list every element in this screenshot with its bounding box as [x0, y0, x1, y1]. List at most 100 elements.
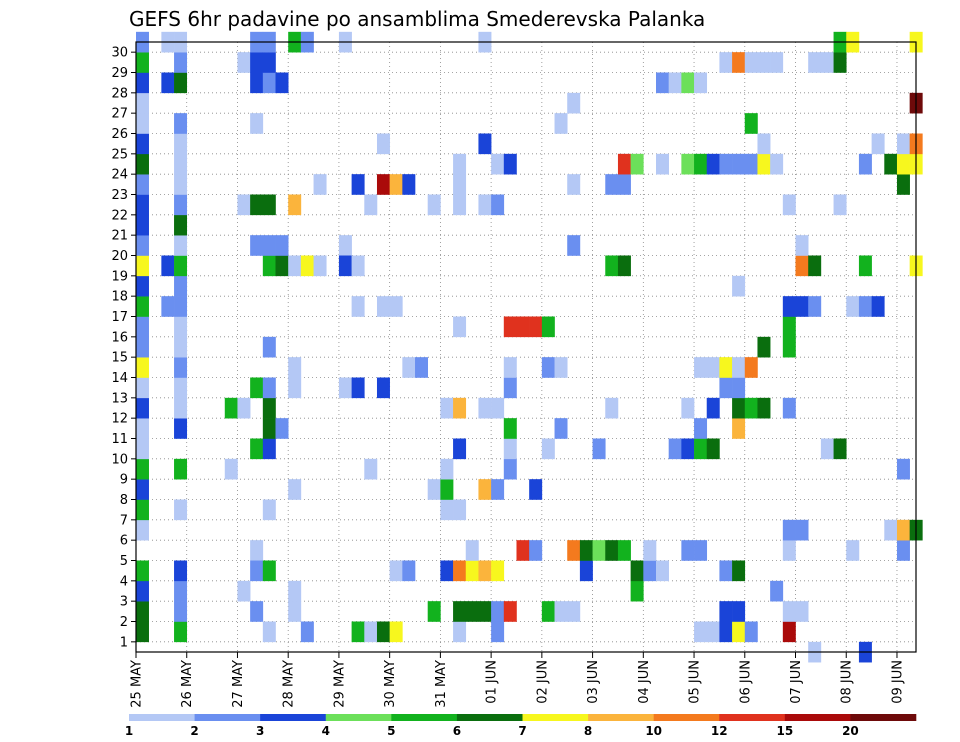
- legend-swatch: [850, 714, 917, 721]
- y-tick-label: 14: [111, 371, 128, 386]
- y-tick-label: 18: [111, 290, 128, 305]
- heatmap-cell: [313, 255, 327, 277]
- heatmap-cell: [795, 519, 809, 541]
- heatmap-cell: [174, 458, 188, 480]
- heatmap-cell: [782, 316, 796, 338]
- heatmap-cell: [491, 560, 505, 582]
- heatmap-cell: [174, 133, 188, 155]
- heatmap-cell: [681, 438, 695, 460]
- heatmap-cell: [656, 72, 669, 94]
- heatmap-cell: [605, 174, 619, 195]
- chart-title: GEFS 6hr padavine po ansamblima Smederev…: [129, 7, 705, 31]
- heatmap-cell: [453, 153, 467, 175]
- y-tick-label: 1: [120, 635, 128, 650]
- heatmap-cell: [453, 499, 467, 521]
- y-tick-label: 11: [111, 432, 128, 447]
- legend-label: 5: [387, 724, 395, 738]
- heatmap-cell: [643, 540, 657, 561]
- heatmap-cell: [136, 377, 149, 399]
- heatmap-cell: [719, 621, 733, 643]
- heatmap-cell: [338, 377, 352, 399]
- y-tick-label: 13: [111, 391, 128, 406]
- heatmap-cell: [465, 601, 479, 622]
- heatmap-cell: [364, 621, 378, 643]
- heatmap-cell: [174, 235, 188, 256]
- heatmap-cell: [453, 601, 467, 622]
- heatmap-cell: [136, 72, 149, 94]
- heatmap-cell: [351, 255, 365, 277]
- heatmap-cell: [567, 235, 581, 256]
- heatmap-cell: [136, 275, 149, 297]
- heatmap-cell: [174, 601, 188, 622]
- heatmap-cell: [719, 357, 733, 378]
- heatmap-cell: [174, 174, 188, 195]
- x-tick-label: 28 MAY: [282, 660, 297, 708]
- heatmap-cell: [161, 255, 175, 277]
- heatmap-cell: [136, 255, 149, 277]
- heatmap-cell: [858, 296, 872, 317]
- heatmap-cell: [300, 621, 314, 643]
- heatmap-cell: [376, 133, 390, 155]
- heatmap-cell: [782, 296, 796, 317]
- heatmap-cell: [630, 560, 644, 582]
- heatmap-cell: [313, 174, 327, 195]
- heatmap-cell: [174, 296, 188, 317]
- x-tick-label: 08 JUN: [840, 660, 855, 704]
- heatmap-cell: [782, 519, 796, 541]
- y-tick-label: 17: [111, 310, 128, 325]
- heatmap-cell: [453, 560, 467, 582]
- heatmap-cells: [136, 31, 923, 663]
- heatmap-cell: [871, 296, 885, 317]
- heatmap-cell: [237, 397, 251, 419]
- heatmap-cell: [643, 560, 657, 582]
- heatmap-cell: [440, 479, 454, 500]
- heatmap-cell: [224, 458, 238, 480]
- heatmap-cell: [174, 52, 188, 73]
- heatmap-cell: [250, 601, 264, 622]
- x-tick-label: 29 MAY: [332, 660, 347, 708]
- y-tick-label: 27: [111, 107, 128, 122]
- heatmap-cell: [656, 153, 669, 175]
- heatmap-cell: [896, 540, 910, 561]
- heatmap-cell: [744, 153, 758, 175]
- legend-swatch: [194, 714, 261, 721]
- heatmap-cell: [174, 316, 188, 338]
- y-tick-label: 16: [111, 330, 128, 345]
- y-tick-label: 28: [111, 86, 128, 101]
- y-axis: 1234567891011121314151617181920212223242…: [111, 46, 136, 650]
- heatmap-cell: [529, 479, 543, 500]
- heatmap-cell: [567, 174, 581, 195]
- heatmap-cell: [808, 255, 822, 277]
- heatmap-cell: [136, 519, 149, 541]
- heatmap-cell: [161, 72, 175, 94]
- heatmap-cell: [136, 499, 149, 521]
- heatmap-cell: [174, 255, 188, 277]
- y-tick-label: 20: [111, 249, 128, 264]
- heatmap-cell: [136, 479, 149, 500]
- heatmap-cell: [503, 438, 517, 460]
- legend-swatch: [391, 714, 458, 721]
- heatmap-cell: [376, 296, 390, 317]
- heatmap-cell: [694, 621, 708, 643]
- heatmap-cell: [833, 194, 847, 216]
- y-tick-label: 15: [111, 351, 128, 366]
- heatmap-cell: [174, 580, 188, 602]
- x-tick-label: 02 JUN: [535, 660, 550, 704]
- heatmap-cell: [440, 458, 454, 480]
- heatmap-cell: [174, 357, 188, 378]
- heatmap-cell: [161, 296, 175, 317]
- heatmap-cell: [478, 560, 492, 582]
- heatmap-cell: [503, 377, 517, 399]
- heatmap-cell: [262, 255, 276, 277]
- heatmap-cell: [554, 601, 568, 622]
- heatmap-cell: [427, 194, 441, 216]
- heatmap-cell: [795, 255, 809, 277]
- heatmap-cell: [491, 601, 505, 622]
- y-tick-label: 6: [120, 534, 128, 549]
- heatmap-cell: [706, 438, 720, 460]
- heatmap-cell: [478, 601, 492, 622]
- legend-swatch: [784, 714, 851, 721]
- heatmap-cell: [503, 153, 517, 175]
- heatmap-cell: [250, 113, 264, 134]
